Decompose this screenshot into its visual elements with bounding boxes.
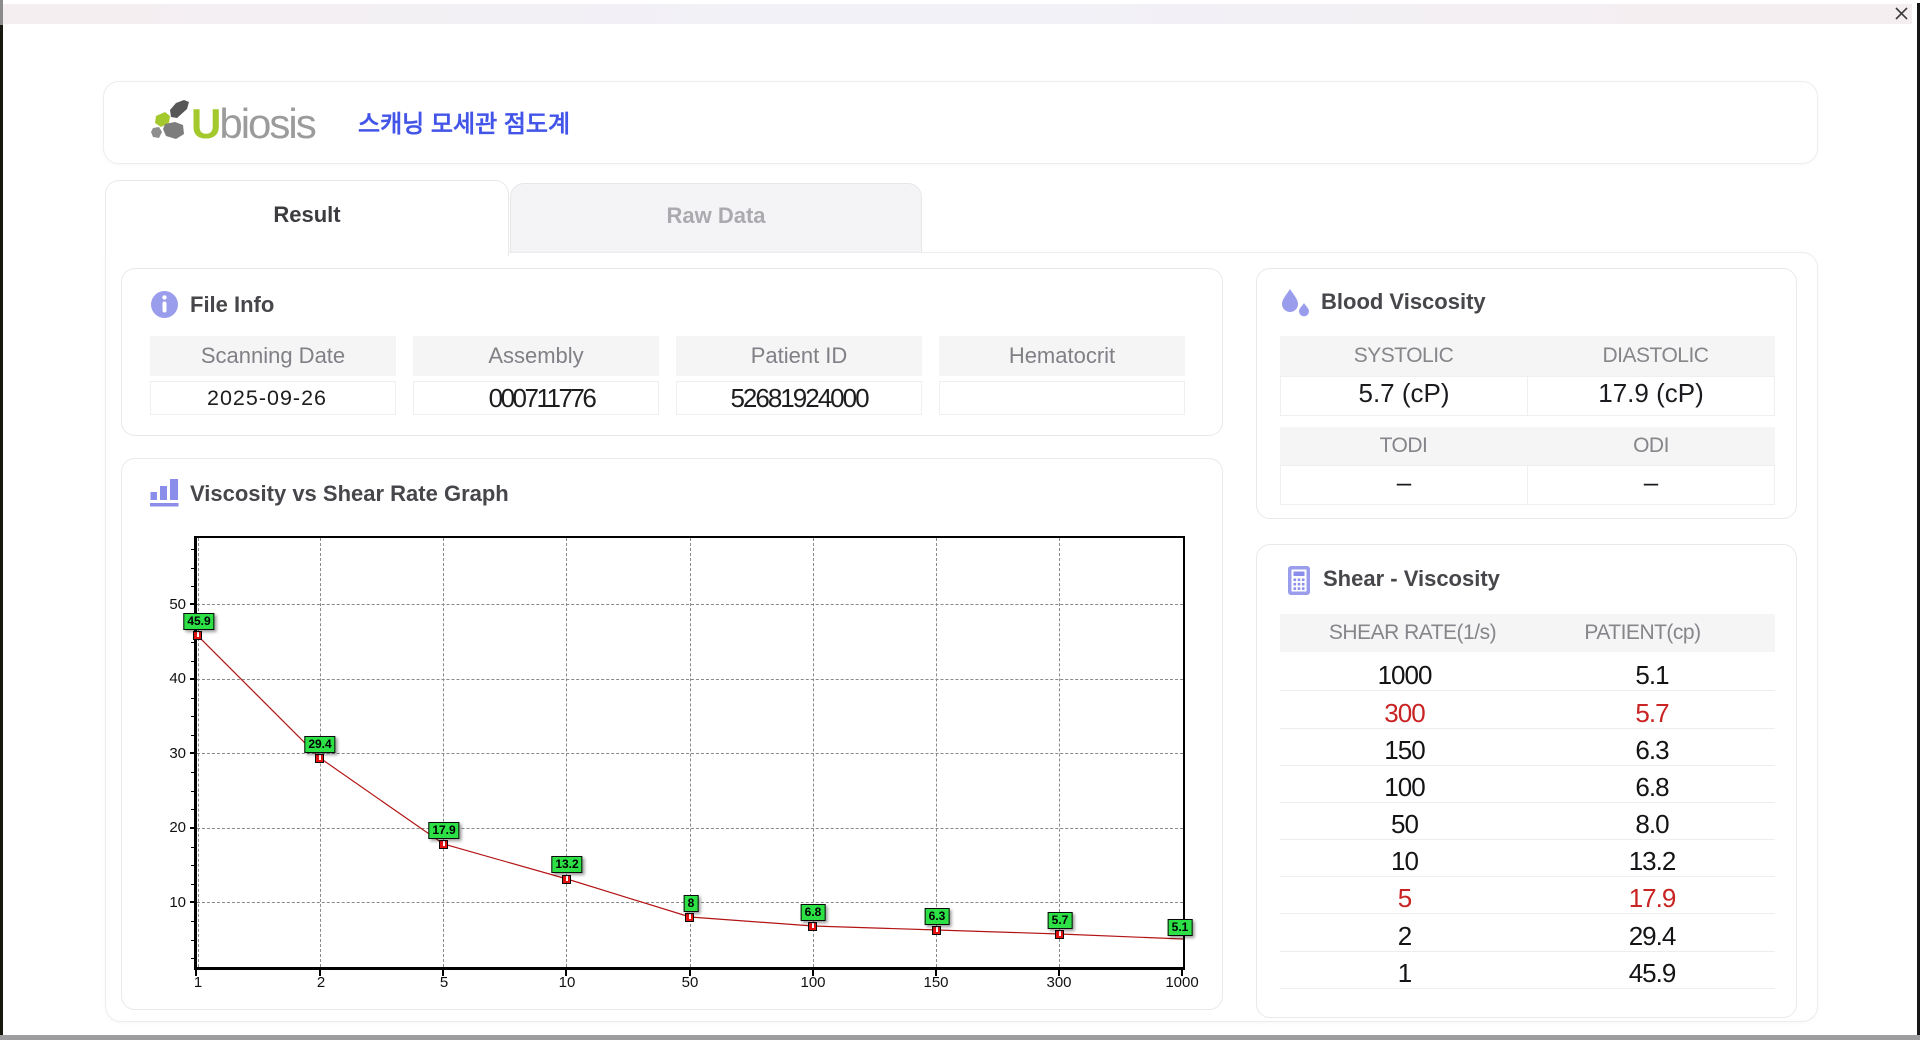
svg-text:Ubiosis: Ubiosis <box>191 100 316 145</box>
